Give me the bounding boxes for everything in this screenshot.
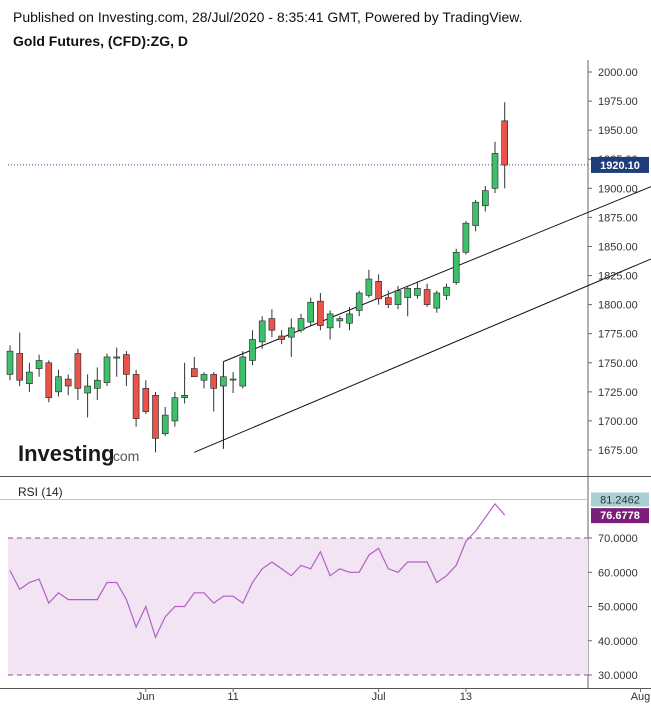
candle-up: [336, 318, 344, 322]
time-tick-label: 11: [227, 691, 238, 703]
rsi-high-value: 81.2462: [600, 494, 640, 506]
candle-up: [103, 356, 111, 383]
candle-up: [200, 374, 208, 381]
candle-down: [123, 354, 130, 375]
candle-down: [375, 281, 382, 300]
candle-up: [355, 292, 363, 311]
rsi-last-value: 76.6778: [600, 510, 640, 522]
candle-up: [249, 339, 256, 361]
rsi-tick-label: 70.0000: [598, 533, 638, 545]
candle-up: [297, 318, 305, 331]
candle-up: [414, 288, 421, 296]
candle-down: [64, 378, 72, 387]
candle-up: [94, 379, 101, 389]
rsi-tick-label: 40.0000: [598, 636, 638, 648]
price-tick-label: 2000.00: [598, 67, 638, 79]
candle-down: [74, 353, 82, 389]
candle-up: [55, 376, 62, 393]
rsi-high-tag: [591, 492, 649, 507]
candle-up: [171, 397, 179, 422]
rsi-tick-label: 30.0000: [598, 670, 638, 682]
channel-lower-line: [194, 258, 651, 453]
candle-up: [394, 290, 402, 305]
logo-brand: Investing: [18, 441, 115, 466]
time-tick-label: Jul: [372, 691, 386, 703]
rsi-title: RSI (14): [18, 485, 63, 499]
channel-upper-line: [223, 186, 651, 363]
candle-up: [287, 327, 295, 338]
last-price-tag: [591, 156, 649, 173]
candle-down: [268, 318, 276, 331]
rsi-series: [0, 498, 588, 676]
candle-down: [191, 368, 198, 378]
price-tick-label: 1950.00: [598, 125, 638, 137]
rsi-band: [8, 538, 588, 675]
candle-down: [423, 289, 431, 305]
candle-up: [452, 251, 460, 283]
published-caption: Published on Investing.com, 28/Jul/2020 …: [13, 9, 523, 25]
trend-channel: [8, 164, 651, 453]
price-tick-label: 1775.00: [598, 329, 638, 341]
price-tick-label: 1750.00: [598, 358, 638, 370]
candle-down: [16, 353, 24, 381]
price-tick-label: 1800.00: [598, 300, 638, 312]
candle-up: [35, 360, 43, 369]
candle-up: [307, 301, 315, 323]
price-tick-label: 1825.00: [598, 271, 638, 283]
candle-down: [501, 120, 509, 166]
candle-down: [210, 374, 217, 389]
price-tick-label: 1975.00: [598, 96, 638, 108]
candle-up: [229, 378, 237, 381]
candle-up: [491, 153, 499, 189]
candle-up: [161, 414, 169, 435]
time-tick-label: Aug: [631, 691, 651, 703]
candle-up: [258, 320, 266, 343]
rsi-line: [9, 502, 506, 639]
candle-up: [443, 286, 450, 296]
candle-down: [45, 362, 53, 398]
candle-up: [433, 292, 441, 309]
rsi-tick-label: 60.0000: [598, 567, 638, 579]
candle-up: [26, 371, 33, 385]
time-tick-label: Jun: [137, 691, 155, 703]
candle-down: [132, 374, 140, 419]
candle-up: [365, 278, 373, 296]
last-price-value: 1920.10: [600, 160, 640, 172]
candle-up: [239, 356, 247, 387]
price-tick-label: 1875.00: [598, 212, 638, 224]
candle-up: [181, 395, 188, 398]
candle-up: [404, 288, 412, 298]
candle-down: [384, 297, 392, 305]
candle-up: [472, 201, 479, 226]
candle-up: [481, 190, 489, 207]
price-tick-label: 1900.00: [598, 183, 638, 195]
candle-up: [113, 356, 120, 359]
candle-up: [326, 313, 334, 329]
candlestick-series: [6, 102, 509, 453]
time-tick-label: 13: [460, 691, 472, 703]
candle-up: [220, 376, 227, 387]
rsi-last-tag: [591, 508, 649, 524]
price-tick-label: 1850.00: [598, 241, 638, 253]
investing-logo: Investing .com: [18, 441, 139, 466]
candle-down: [278, 335, 285, 340]
logo-suffix: .com: [109, 448, 139, 464]
axis-labels: 2000.001975.001950.001925.001900.001875.…: [18, 67, 650, 703]
price-tick-label: 1700.00: [598, 416, 638, 428]
price-tick-label: 1725.00: [598, 387, 638, 399]
candle-up: [346, 313, 353, 324]
candle-up: [84, 385, 91, 394]
price-tick-label: 1675.00: [598, 445, 638, 457]
candle-down: [152, 395, 159, 439]
candle-down: [142, 388, 150, 412]
candle-up: [462, 222, 470, 253]
candle-down: [317, 300, 324, 326]
candle-up: [6, 350, 14, 375]
rsi-tick-label: 50.0000: [598, 602, 638, 614]
instrument-title: Gold Futures, (CFD):ZG, D: [13, 33, 188, 49]
